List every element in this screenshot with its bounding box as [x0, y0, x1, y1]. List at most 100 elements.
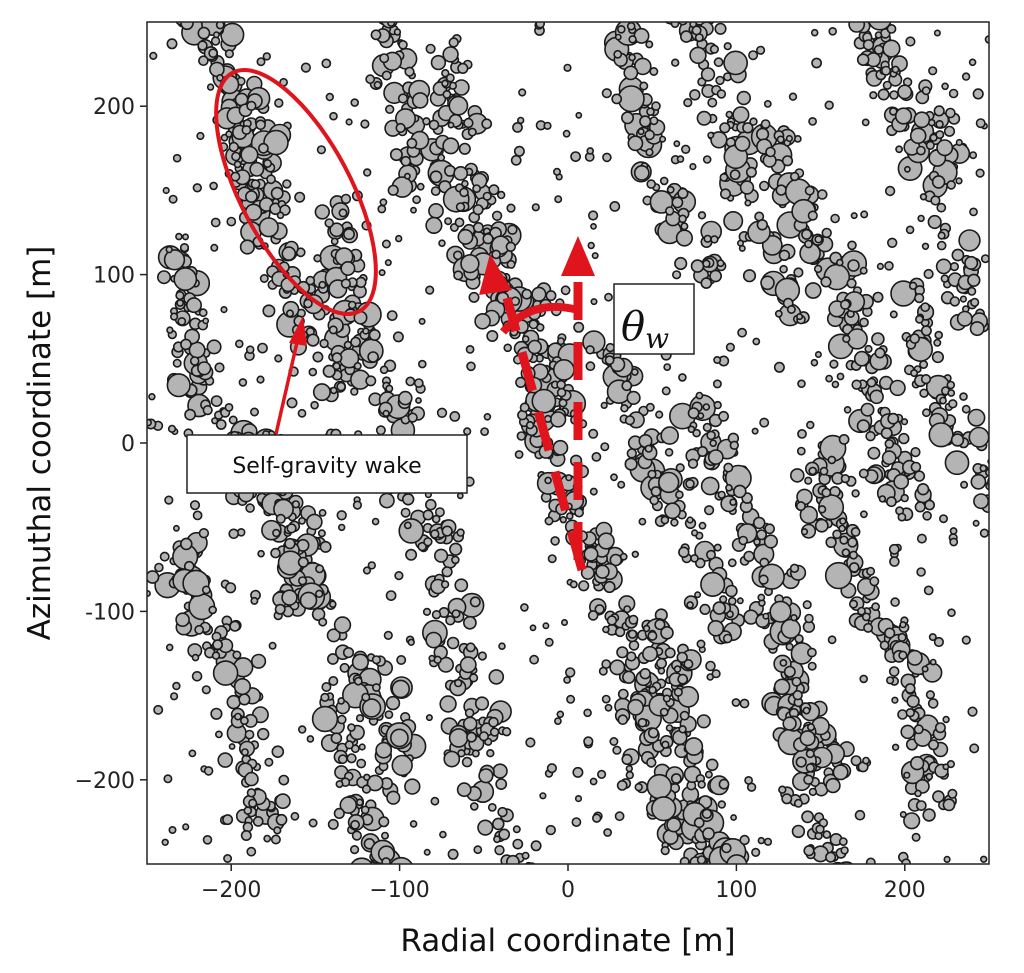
- particle: [165, 245, 173, 254]
- particle: [281, 589, 298, 606]
- particle: [398, 39, 408, 50]
- particle: [638, 517, 647, 526]
- particle: [531, 286, 547, 302]
- particle: [520, 603, 529, 612]
- particle: [166, 326, 174, 334]
- particle: [677, 685, 700, 708]
- particle: [351, 830, 363, 841]
- particle: [285, 309, 294, 318]
- particle: [462, 716, 478, 732]
- particle: [900, 724, 916, 740]
- particle: [919, 193, 928, 201]
- particle: [257, 342, 268, 354]
- particle: [810, 358, 819, 367]
- particle: [616, 780, 628, 791]
- particle: [759, 417, 770, 428]
- particle: [392, 331, 404, 343]
- particle: [457, 228, 474, 245]
- particle: [736, 597, 744, 605]
- particle: [436, 407, 448, 418]
- particle: [928, 66, 938, 76]
- particle: [879, 640, 890, 651]
- particle: [804, 185, 815, 196]
- particle: [297, 408, 307, 418]
- particle: [804, 613, 814, 624]
- particle: [609, 736, 619, 746]
- particle: [407, 412, 418, 423]
- particle: [683, 97, 693, 108]
- particle: [564, 667, 576, 678]
- particle: [448, 95, 469, 116]
- particle: [869, 576, 880, 587]
- particle: [841, 548, 851, 557]
- particle: [637, 128, 645, 136]
- particle: [657, 471, 680, 494]
- particle: [697, 780, 706, 789]
- particle: [312, 351, 324, 363]
- wake-pointer-arrowhead: [289, 316, 307, 346]
- wake-direction-line: [502, 296, 587, 572]
- particle: [889, 310, 898, 319]
- particle: [347, 723, 356, 732]
- particle: [445, 615, 456, 626]
- particle: [606, 615, 618, 626]
- particle: [691, 25, 702, 36]
- particle: [350, 857, 373, 864]
- particle: [886, 496, 897, 508]
- particle: [590, 298, 598, 306]
- particle: [637, 717, 648, 728]
- particle: [405, 376, 416, 387]
- annotations: Self-gravity wake θw: [186, 68, 695, 572]
- particle: [610, 473, 618, 482]
- particle: [947, 389, 956, 397]
- particle: [275, 513, 286, 524]
- particle: [210, 395, 223, 407]
- particle: [884, 260, 894, 271]
- particle: [535, 22, 545, 29]
- particle: [363, 773, 371, 781]
- particle: [472, 184, 481, 193]
- particle: [379, 53, 390, 64]
- particle: [827, 635, 837, 645]
- particle: [453, 165, 469, 181]
- particle: [397, 390, 413, 406]
- particle: [358, 743, 366, 751]
- particle: [262, 52, 271, 61]
- particle: [442, 46, 459, 63]
- particle: [711, 669, 721, 679]
- particle: [692, 428, 701, 438]
- particle: [263, 834, 272, 843]
- particle: [264, 757, 274, 767]
- particle: [678, 214, 687, 224]
- particle: [699, 603, 711, 616]
- particle: [920, 302, 931, 313]
- particle: [939, 396, 947, 405]
- particle: [197, 40, 208, 51]
- particle: [700, 571, 726, 598]
- particle: [755, 127, 770, 141]
- particle: [389, 728, 409, 748]
- y-tick-label: −200: [75, 769, 135, 794]
- particle: [678, 373, 687, 382]
- particle: [602, 625, 610, 634]
- particle: [563, 63, 572, 72]
- particle: [620, 111, 634, 125]
- particle: [578, 580, 590, 592]
- particle: [684, 737, 704, 756]
- particle: [514, 450, 524, 459]
- particle: [447, 121, 455, 129]
- particle: [821, 227, 832, 239]
- particle: [505, 241, 516, 253]
- particle: [839, 299, 851, 310]
- particle: [909, 127, 927, 145]
- particle: [342, 646, 355, 659]
- particle: [806, 420, 815, 430]
- particle: [745, 166, 757, 178]
- particle: [170, 312, 179, 321]
- particle: [973, 493, 989, 510]
- particle: [859, 266, 868, 275]
- particle: [318, 617, 328, 627]
- particle: [488, 669, 505, 685]
- particle: [832, 529, 842, 540]
